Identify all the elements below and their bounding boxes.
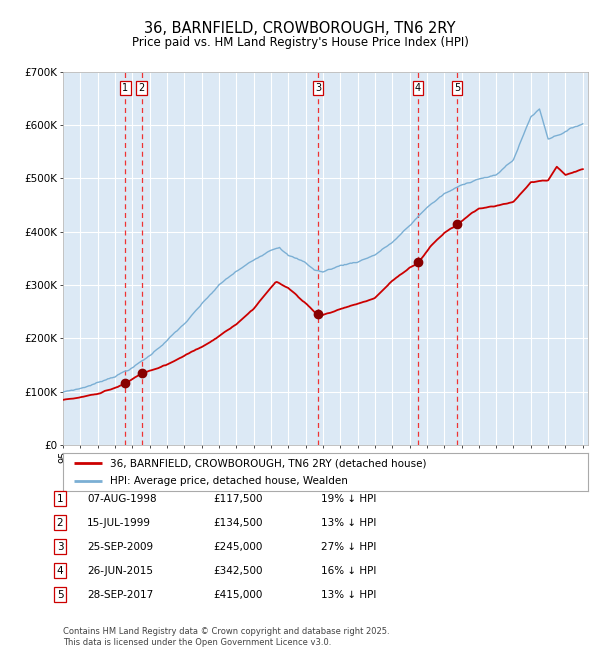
Text: 27% ↓ HPI: 27% ↓ HPI	[321, 541, 376, 552]
Text: 28-SEP-2017: 28-SEP-2017	[87, 590, 153, 600]
Text: 07-AUG-1998: 07-AUG-1998	[87, 493, 157, 504]
Text: 3: 3	[56, 541, 64, 552]
Text: 16% ↓ HPI: 16% ↓ HPI	[321, 566, 376, 576]
Text: 26-JUN-2015: 26-JUN-2015	[87, 566, 153, 576]
Text: £342,500: £342,500	[213, 566, 263, 576]
Text: £117,500: £117,500	[213, 493, 263, 504]
Text: Contains HM Land Registry data © Crown copyright and database right 2025.
This d: Contains HM Land Registry data © Crown c…	[63, 627, 389, 647]
Text: 13% ↓ HPI: 13% ↓ HPI	[321, 590, 376, 600]
Text: £245,000: £245,000	[213, 541, 262, 552]
Text: 3: 3	[315, 83, 321, 94]
Text: 2: 2	[139, 83, 145, 94]
Text: 4: 4	[56, 566, 64, 576]
Text: 36, BARNFIELD, CROWBOROUGH, TN6 2RY: 36, BARNFIELD, CROWBOROUGH, TN6 2RY	[144, 21, 456, 36]
Text: £134,500: £134,500	[213, 517, 263, 528]
Text: 36, BARNFIELD, CROWBOROUGH, TN6 2RY (detached house): 36, BARNFIELD, CROWBOROUGH, TN6 2RY (det…	[110, 458, 427, 468]
Text: 1: 1	[56, 493, 64, 504]
Text: £415,000: £415,000	[213, 590, 262, 600]
Text: 5: 5	[454, 83, 460, 94]
Text: 19% ↓ HPI: 19% ↓ HPI	[321, 493, 376, 504]
Text: 5: 5	[56, 590, 64, 600]
Text: 25-SEP-2009: 25-SEP-2009	[87, 541, 153, 552]
Text: HPI: Average price, detached house, Wealden: HPI: Average price, detached house, Weal…	[110, 476, 348, 486]
Text: Price paid vs. HM Land Registry's House Price Index (HPI): Price paid vs. HM Land Registry's House …	[131, 36, 469, 49]
Text: 13% ↓ HPI: 13% ↓ HPI	[321, 517, 376, 528]
Text: 2: 2	[56, 517, 64, 528]
Text: 1: 1	[122, 83, 128, 94]
Text: 15-JUL-1999: 15-JUL-1999	[87, 517, 151, 528]
Text: 4: 4	[415, 83, 421, 94]
